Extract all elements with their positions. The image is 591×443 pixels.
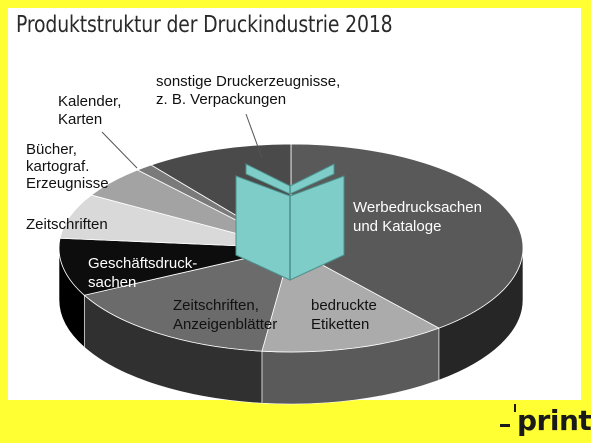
- leader-line-sonstige: [245, 113, 263, 159]
- chart-title: Produktstruktur der Druckindustrie 2018: [16, 12, 393, 38]
- print-logo-text: print: [517, 404, 591, 437]
- label-geschäftsdruck-sachen: Geschäftsdruck-sachen: [88, 255, 197, 291]
- leader-lines: [101, 113, 263, 169]
- print-logo: [499, 402, 585, 440]
- logo-dash-mark: [500, 424, 510, 427]
- label-werbedrucksachen-und-kataloge: Werbedrucksachen und Kataloge: [353, 199, 482, 235]
- logo-tick-mark: [514, 404, 516, 412]
- label-bedruckte-etiketten: bedruckte Etiketten: [311, 297, 377, 333]
- book-icon: [235, 163, 345, 281]
- leader-line-kalender: [101, 131, 138, 169]
- slice-zeitschriften-anzeigenblätter: [83, 247, 292, 352]
- slice-bedruckte-etiketten: [261, 247, 440, 353]
- slice-labels: Werbedrucksachen und Kataloge bedruckte Eti…: [26, 73, 482, 333]
- slice-geschäftsdruck-sachen: [58, 237, 292, 296]
- slice-zeitschriften: [59, 194, 292, 249]
- label-sonstige-druckerzeugnisse-z-b-verpackungen: sonstige Druckerzeugnisse, z. B. Verpacku…: [156, 73, 340, 108]
- slice-werbedrucksachen-und-kataloge: [290, 143, 524, 329]
- pie-sides: [58, 247, 524, 405]
- label-zeitschriften-anzeigenblätter: Zeitschriften, Anzeigenblätter: [173, 297, 277, 333]
- label-kalender-karten: Kalender, Karten: [58, 93, 121, 128]
- label-bücher-kartograf-erzeugnisse: Bücher, kartograf. Erzeugnisse: [26, 141, 109, 192]
- label-zeitschriften: Zeitschriften: [26, 216, 108, 233]
